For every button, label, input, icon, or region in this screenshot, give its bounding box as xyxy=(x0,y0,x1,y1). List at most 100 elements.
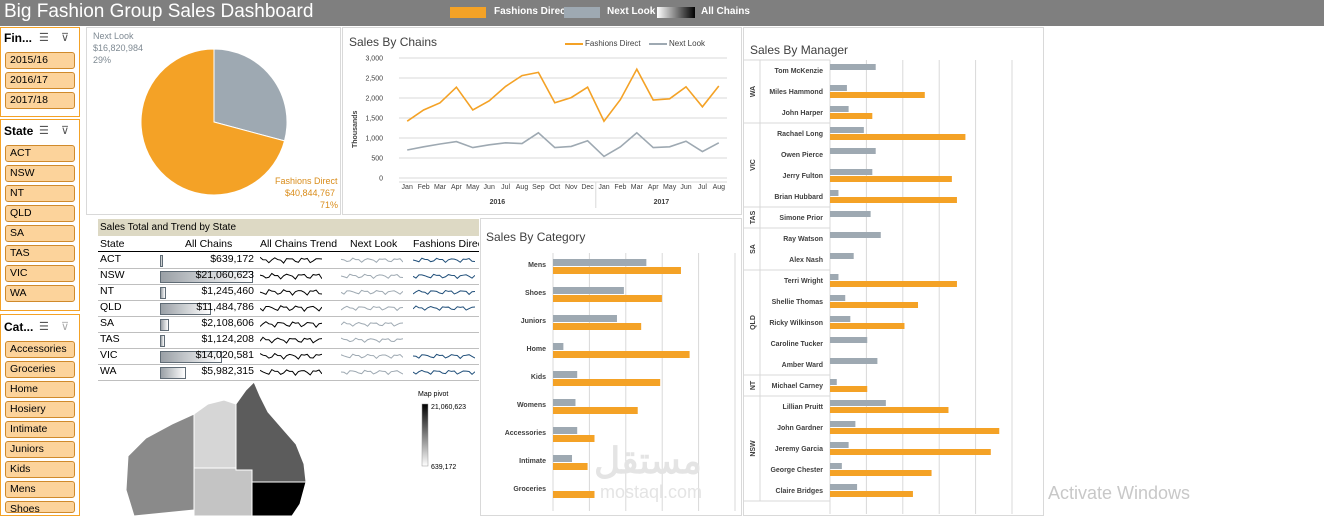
manager-group-state: QLD xyxy=(750,315,757,330)
manager-bar-fashions-direct[interactable] xyxy=(830,491,913,497)
slicer-item-nt[interactable]: NT xyxy=(5,185,75,202)
slicer-item-shoes[interactable]: Shoes xyxy=(5,501,75,513)
clear-filter-icon[interactable]: ⊽ xyxy=(61,32,70,44)
manager-bar-next-look[interactable] xyxy=(830,274,839,280)
multi-select-icon[interactable]: ☰ xyxy=(39,321,49,333)
category-bar-fashions-direct[interactable] xyxy=(553,407,638,414)
slicer-item-tas[interactable]: TAS xyxy=(5,245,75,262)
multi-select-icon[interactable]: ☰ xyxy=(39,32,49,44)
category-bar-fashions-direct[interactable] xyxy=(553,379,661,386)
manager-bar-fashions-direct[interactable] xyxy=(830,176,952,182)
manager-bar-next-look[interactable] xyxy=(830,442,849,448)
manager-bar-fashions-direct[interactable] xyxy=(830,302,919,308)
category-bar-next-look[interactable] xyxy=(553,399,576,406)
fashions-direct-sparkline xyxy=(413,369,475,376)
category-bar-next-look[interactable] xyxy=(553,427,578,434)
manager-bar-next-look[interactable] xyxy=(830,169,873,175)
row-divider xyxy=(98,316,479,317)
manager-bar-next-look[interactable] xyxy=(830,484,858,490)
category-bar-fashions-direct[interactable] xyxy=(553,491,595,498)
chains-xtick: Oct xyxy=(549,184,560,191)
slicer-item-qld[interactable]: QLD xyxy=(5,205,75,222)
slicer-item-kids[interactable]: Kids xyxy=(5,461,75,478)
manager-bar-fashions-direct[interactable] xyxy=(830,386,868,392)
multi-select-icon[interactable]: ☰ xyxy=(39,125,49,137)
slicer-item-groceries[interactable]: Groceries xyxy=(5,361,75,378)
slicer-item-accessories[interactable]: Accessories xyxy=(5,341,75,358)
slicer-item-nsw[interactable]: NSW xyxy=(5,165,75,182)
manager-bar-fashions-direct[interactable] xyxy=(830,323,905,329)
slicer-item-juniors[interactable]: Juniors xyxy=(5,441,75,458)
slicer-item-vic[interactable]: VIC xyxy=(5,265,75,282)
category-bar-fashions-direct[interactable] xyxy=(553,435,595,442)
category-bar-next-look[interactable] xyxy=(553,315,617,322)
manager-bar-fashions-direct[interactable] xyxy=(830,197,957,203)
all-chains-sparkline xyxy=(260,305,322,312)
map-region-qld[interactable] xyxy=(235,381,307,483)
manager-bar-next-look[interactable] xyxy=(830,127,864,133)
manager-bar-fashions-direct[interactable] xyxy=(830,428,1000,434)
category-bar-next-look[interactable] xyxy=(553,287,624,294)
manager-bar-fashions-direct[interactable] xyxy=(830,449,991,455)
slicer-item-home[interactable]: Home xyxy=(5,381,75,398)
manager-bar-fashions-direct[interactable] xyxy=(830,281,957,287)
manager-bar-next-look[interactable] xyxy=(830,190,839,196)
manager-bar-next-look[interactable] xyxy=(830,106,849,112)
manager-bar-fashions-direct[interactable] xyxy=(830,470,932,476)
manager-bar-next-look[interactable] xyxy=(830,358,878,364)
manager-bar-next-look[interactable] xyxy=(830,232,881,238)
chains-xtick: Dec xyxy=(581,184,594,191)
category-bar-fashions-direct[interactable] xyxy=(553,295,662,302)
manager-bar-next-look[interactable] xyxy=(830,400,886,406)
all-chains-sparkline-line xyxy=(260,256,322,264)
category-bar-next-look[interactable] xyxy=(553,371,578,378)
map-region-wa[interactable] xyxy=(125,413,195,516)
manager-bar-next-look[interactable] xyxy=(830,295,846,301)
manager-bar-next-look[interactable] xyxy=(830,148,876,154)
pie-slice-next-look[interactable] xyxy=(213,48,288,142)
slicer-item-sa[interactable]: SA xyxy=(5,225,75,242)
category-bar-next-look[interactable] xyxy=(553,455,573,462)
pie-slice-fashions-direct[interactable] xyxy=(140,48,286,196)
pie-label-next-look-pct: 29% xyxy=(93,55,112,65)
manager-bar-next-look[interactable] xyxy=(830,85,847,91)
clear-filter-icon[interactable]: ⊽ xyxy=(61,125,70,137)
slicer-item-mens[interactable]: Mens xyxy=(5,481,75,498)
manager-bar-fashions-direct[interactable] xyxy=(830,134,966,140)
manager-bar-next-look[interactable] xyxy=(830,463,842,469)
manager-bar-fashions-direct[interactable] xyxy=(830,407,949,413)
category-label: Accessories xyxy=(505,430,546,437)
manager-bar-next-look[interactable] xyxy=(830,337,868,343)
clear-filter-icon[interactable]: ⊽ xyxy=(61,321,70,333)
state-total: $2,108,606 xyxy=(201,317,254,329)
category-bar-fashions-direct[interactable] xyxy=(553,267,681,274)
chains-series-line-next-look[interactable] xyxy=(407,131,720,158)
map-region-nt[interactable] xyxy=(193,399,237,469)
manager-bar-next-look[interactable] xyxy=(830,421,856,427)
all-chains-sparkline xyxy=(260,321,322,328)
manager-bar-next-look[interactable] xyxy=(830,379,837,385)
slicer-item-2016-17[interactable]: 2016/17 xyxy=(5,72,75,89)
manager-bar-fashions-direct[interactable] xyxy=(830,92,925,98)
category-bar-fashions-direct[interactable] xyxy=(553,351,690,358)
manager-label: John Harper xyxy=(782,110,824,117)
manager-bar-next-look[interactable] xyxy=(830,253,854,259)
map-region-sa[interactable] xyxy=(193,467,253,516)
manager-bar-fashions-direct[interactable] xyxy=(830,113,873,119)
state-total: $1,124,208 xyxy=(201,333,254,345)
category-bar-next-look[interactable] xyxy=(553,259,647,266)
map-region-nsw[interactable] xyxy=(251,481,307,516)
slicer-item-2015-16[interactable]: 2015/16 xyxy=(5,52,75,69)
chains-series-line-fashions-direct[interactable] xyxy=(406,67,720,123)
category-bar-fashions-direct[interactable] xyxy=(553,463,588,470)
manager-bar-next-look[interactable] xyxy=(830,211,871,217)
category-bar-fashions-direct[interactable] xyxy=(553,323,642,330)
slicer-item-act[interactable]: ACT xyxy=(5,145,75,162)
slicer-item-wa[interactable]: WA xyxy=(5,285,75,302)
slicer-item-intimate[interactable]: Intimate xyxy=(5,421,75,438)
slicer-item-2017-18[interactable]: 2017/18 xyxy=(5,92,75,109)
slicer-item-hosiery[interactable]: Hosiery xyxy=(5,401,75,418)
manager-bar-next-look[interactable] xyxy=(830,316,851,322)
category-bar-next-look[interactable] xyxy=(553,343,564,350)
manager-bar-next-look[interactable] xyxy=(830,64,876,70)
